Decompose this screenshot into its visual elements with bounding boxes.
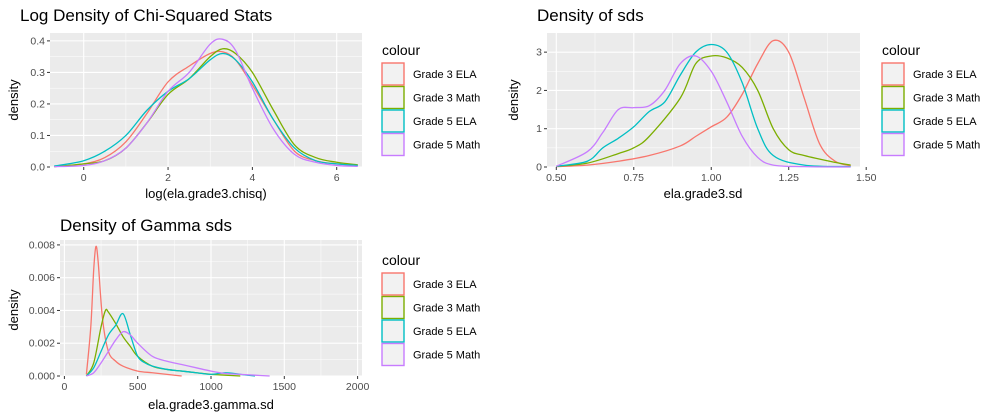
legend-key-grade-5-ela — [381, 319, 405, 343]
plot-panel — [547, 33, 860, 167]
x-tick-label: 500 — [129, 381, 147, 393]
series-line-grade-5-math — [54, 38, 358, 168]
x-tick-label: 0 — [81, 172, 87, 184]
legend-label-grade-3-ela: Grade 3 ELA — [913, 69, 977, 81]
legend-label-grade-5-math: Grade 5 Math — [913, 140, 980, 152]
x-axis-label: ela.grade3.sd — [664, 186, 743, 201]
legend-label-grade-3-math: Grade 3 Math — [413, 303, 480, 315]
y-tick-label: 0.000 — [29, 371, 55, 383]
y-tick-labels: 0 1 2 3 — [536, 47, 547, 174]
x-tick-label: 0.50 — [546, 172, 567, 184]
y-tick-label: 0.0 — [30, 162, 45, 174]
chart-gamma-sds: Density of Gamma sds 0.0000.0020.0040.00… — [6, 216, 480, 412]
series-group — [54, 38, 358, 168]
x-axis-label: ela.grade3.gamma.sd — [148, 397, 274, 412]
y-tick-label: 0.006 — [29, 272, 55, 284]
x-tick-label: 0 — [61, 381, 67, 393]
legend-title: colour — [382, 42, 420, 58]
y-tick-label: 0.2 — [30, 98, 45, 110]
series-group — [85, 245, 270, 377]
x-tick-labels: 0 500 1000 1500 2000 — [61, 376, 369, 393]
legend-label-grade-3-math: Grade 3 Math — [413, 93, 480, 105]
chart-title: Density of sds — [537, 6, 644, 25]
chart-sds: Density of sds 0 1 2 3 0.50 0.75 1.00 1.25 1.50… — [506, 6, 980, 201]
x-tick-label: 1.50 — [856, 172, 877, 184]
y-tick-label: 1 — [536, 123, 542, 135]
x-tick-label: 6 — [334, 172, 340, 184]
y-tick-label: 0.4 — [30, 35, 45, 47]
legend-key-grade-5-ela — [881, 109, 905, 133]
legend-key-grade-3-math — [881, 85, 905, 110]
x-tick-label: 1.25 — [779, 172, 800, 184]
series-group — [556, 39, 851, 168]
x-tick-labels: 0 2 4 6 — [81, 167, 340, 184]
series-line-grade-5-math — [556, 55, 851, 168]
y-tick-label: 2 — [536, 85, 542, 97]
legend-label-grade-5-ela: Grade 5 ELA — [913, 116, 977, 128]
gridlines — [50, 33, 362, 168]
x-axis-label: log(ela.grade3.chisq) — [145, 186, 266, 201]
x-tick-label: 0.75 — [624, 172, 645, 184]
series-line-grade-3-ela — [556, 39, 851, 168]
legend-label-grade-3-ela: Grade 3 ELA — [413, 279, 477, 291]
y-tick-label: 0.004 — [29, 305, 55, 317]
legend-key-grade-3-math — [381, 295, 405, 320]
x-tick-label: 1500 — [273, 381, 297, 393]
x-tick-label: 1000 — [199, 381, 223, 393]
legend: colour Grade 3 ELA Grade 3 Math Grade 5 EL… — [881, 42, 980, 157]
legend-title: colour — [382, 252, 420, 268]
legend-label-grade-5-math: Grade 5 Math — [413, 350, 480, 362]
chart-title: Log Density of Chi-Squared Stats — [20, 6, 272, 25]
legend-label-grade-3-ela: Grade 3 ELA — [413, 69, 477, 81]
legend-key-grade-5-math — [381, 342, 405, 367]
y-tick-labels: 0.000 0.002 0.004 0.006 0.008 — [29, 239, 60, 383]
legend: colour Grade 3 ELA Grade 3 Math Grade 5 EL… — [381, 252, 480, 367]
x-tick-label: 4 — [249, 172, 255, 184]
y-tick-label: 3 — [536, 47, 542, 59]
legend: colour Grade 3 ELA Grade 3 Math Grade 5 EL… — [381, 42, 480, 157]
x-tick-label: 2000 — [346, 381, 370, 393]
y-axis-label: density — [506, 79, 521, 121]
gridlines — [547, 33, 867, 168]
legend-label-grade-5-math: Grade 5 Math — [413, 140, 480, 152]
y-tick-labels: 0.0 0.1 0.2 0.3 0.4 — [30, 35, 50, 174]
y-tick-label: 0 — [536, 162, 542, 174]
series-line-grade-5-math — [86, 330, 270, 377]
x-tick-label: 2 — [165, 172, 171, 184]
y-tick-label: 0.002 — [29, 338, 55, 350]
series-line-grade-5-ela — [54, 52, 358, 167]
legend-label-grade-5-ela: Grade 5 ELA — [413, 326, 477, 338]
series-line-grade-3-math — [556, 54, 851, 167]
y-tick-label: 0.3 — [30, 67, 45, 79]
series-line-grade-5-ela — [556, 43, 851, 168]
y-axis-label: density — [6, 289, 21, 331]
legend-key-grade-5-math — [381, 132, 405, 157]
legend-title: colour — [882, 42, 920, 58]
legend-key-grade-3-math — [381, 85, 405, 110]
legend-label-grade-3-math: Grade 3 Math — [913, 93, 980, 105]
legend-key-grade-5-math — [881, 132, 905, 157]
chart-title: Density of Gamma sds — [60, 216, 232, 235]
x-tick-labels: 0.50 0.75 1.00 1.25 1.50 — [546, 167, 877, 184]
y-tick-label: 0.1 — [30, 130, 45, 142]
legend-key-grade-3-ela — [381, 62, 405, 86]
y-axis-label: density — [6, 79, 21, 121]
legend-key-grade-3-ela — [881, 62, 905, 86]
x-tick-label: 1.00 — [701, 172, 722, 184]
chart-chi-squared: Log Density of Chi-Squared Stats 0.00.10… — [6, 6, 480, 201]
legend-key-grade-3-ela — [381, 272, 405, 296]
legend-label-grade-5-ela: Grade 5 ELA — [413, 116, 477, 128]
y-tick-label: 0.008 — [29, 239, 55, 251]
series-line-grade-5-ela — [85, 312, 256, 377]
plot-panel — [50, 33, 362, 167]
legend-key-grade-5-ela — [381, 109, 405, 133]
